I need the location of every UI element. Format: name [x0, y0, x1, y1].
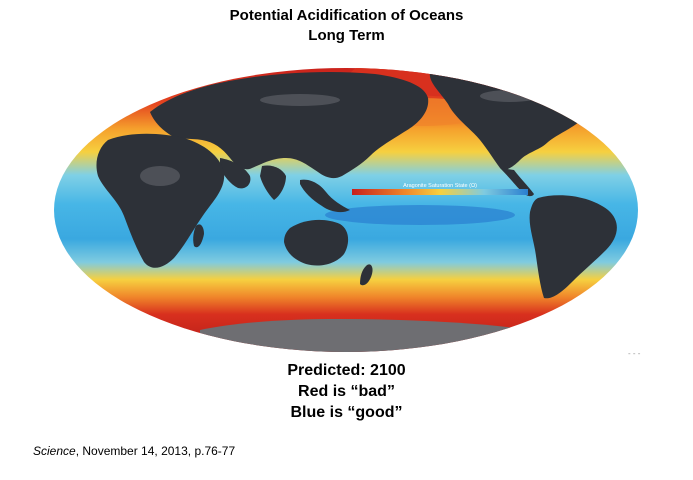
dash-mark: - - -: [628, 349, 641, 358]
madagascar: [193, 224, 204, 248]
caption-line-1: Predicted: 2100: [287, 362, 406, 379]
citation: Science, November 14, 2013, p.76-77: [33, 443, 235, 459]
citation-journal: Science: [33, 444, 76, 458]
caption-line-2: Red is “bad”: [298, 383, 395, 400]
australia: [284, 219, 349, 266]
caption-line-3: Blue is “good”: [290, 404, 403, 421]
title-line-1: Potential Acidification of Oceans: [229, 7, 464, 24]
new-zealand: [360, 264, 373, 286]
africa: [96, 133, 225, 268]
legend-color-bar: [352, 189, 528, 195]
south-america: [529, 195, 617, 299]
title-line-2: Long Term: [308, 27, 385, 44]
india: [260, 165, 286, 200]
greenland: [105, 76, 164, 106]
page-title: Potential Acidification of Oceans Long T…: [0, 6, 693, 46]
citation-details: , November 14, 2013, p.76-77: [75, 444, 236, 458]
southeast-asia: [300, 179, 350, 213]
aragonite-legend: Aragonite Saturation State (Ω): [352, 183, 528, 195]
arabian-peninsula: [220, 158, 251, 189]
equatorial-blue-band: [325, 205, 515, 225]
legend-label: Aragonite Saturation State (Ω): [403, 183, 477, 189]
caption: Predicted: 2100 Red is “bad” Blue is “go…: [0, 360, 693, 423]
eurasia: [150, 72, 429, 179]
